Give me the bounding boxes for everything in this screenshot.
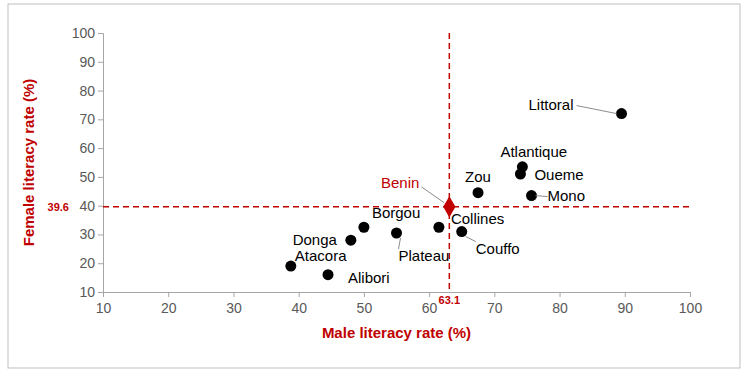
x-tick-label: 40 (291, 300, 307, 316)
x-axis-line (104, 293, 691, 298)
y-axis: 10 20 30 40 50 60 70 80 90 100 (72, 25, 104, 300)
x-tick-mark (625, 292, 626, 297)
y-tick-mark (98, 33, 103, 34)
x-axis: 10 20 30 40 50 60 70 80 90 100 (96, 292, 703, 316)
y-tick: 90 (79, 54, 103, 70)
point-label: Oueme (534, 166, 583, 183)
x-tick-mark (690, 292, 691, 297)
point (345, 235, 356, 246)
point-label: Littoral (528, 96, 573, 113)
y-tick-label: 70 (79, 111, 95, 127)
y-tick-label: 90 (79, 54, 95, 70)
x-tick-label: 30 (226, 300, 242, 316)
y-tick: 10 (79, 284, 103, 300)
chart: 1020304050607080901001020304050607080901… (0, 0, 750, 376)
x-tick: 50 (357, 292, 373, 316)
chart-frame (8, 4, 740, 368)
y-axis-title: Female literacy rate (%) (20, 79, 37, 247)
x-tick-label: 80 (552, 300, 568, 316)
x-tick-mark (364, 292, 365, 297)
y-tick: 40 (79, 198, 103, 214)
y-tick-label: 20 (79, 255, 95, 271)
x-axis-title: Male literacy rate (%) (322, 324, 471, 341)
leader-line (466, 237, 476, 242)
reference-x-label: 63.1 (439, 294, 460, 306)
x-tick-mark (233, 292, 234, 297)
x-tick-label: 60 (422, 300, 438, 316)
x-tick: 60 (422, 292, 438, 316)
x-tick-label: 70 (487, 300, 503, 316)
x-tick: 30 (226, 292, 242, 316)
leader-line (577, 106, 617, 114)
x-tick-mark (429, 292, 430, 297)
y-tick-mark (98, 91, 103, 92)
x-tick: 10 (96, 292, 112, 316)
plot: 1020304050607080901001020304050607080901… (72, 25, 703, 316)
reference-label: Benin (381, 174, 419, 191)
point (473, 187, 484, 198)
y-tick-mark (98, 234, 103, 235)
x-tick-label: 100 (679, 300, 703, 316)
x-tick: 70 (487, 292, 503, 316)
x-tick-mark (494, 292, 495, 297)
point-label: Alibori (348, 269, 390, 286)
y-tick-mark (98, 177, 103, 178)
y-tick-label: 30 (79, 226, 95, 242)
y-tick-mark (98, 206, 103, 207)
point-label: Zou (465, 168, 491, 185)
point (433, 222, 444, 233)
x-tick: 40 (291, 292, 307, 316)
y-tick-label: 60 (79, 140, 95, 156)
y-axis-line (98, 34, 104, 293)
y-tick: 80 (79, 83, 103, 99)
x-tick-mark (168, 292, 169, 297)
y-tick: 20 (79, 255, 103, 271)
point (456, 226, 467, 237)
labels: Littoral Atlantique Oueme Mono Zou Collines Co… (293, 96, 617, 286)
y-tick-mark (98, 263, 103, 264)
y-tick: 50 (79, 169, 103, 185)
x-tick-label: 50 (357, 300, 373, 316)
reference-y-label: 39.6 (48, 201, 69, 213)
y-tick-mark (98, 62, 103, 63)
point-label: Donga (293, 231, 338, 248)
point (526, 190, 537, 201)
point (616, 108, 627, 119)
point-label: Mono (548, 187, 586, 204)
y-tick-label: 100 (72, 25, 96, 41)
y-tick-label: 50 (79, 169, 95, 185)
y-tick: 100 (72, 25, 103, 41)
y-tick-mark (98, 119, 103, 120)
y-tick-label: 80 (79, 83, 95, 99)
point (391, 228, 402, 239)
y-tick-label: 40 (79, 198, 95, 214)
point-label: Couffo (476, 240, 520, 257)
x-tick-label: 10 (96, 300, 112, 316)
point-label: Borgou (372, 204, 420, 221)
point-label: Plateau (399, 247, 450, 264)
point (358, 222, 369, 233)
x-tick: 80 (552, 292, 568, 316)
marks (103, 33, 690, 292)
point-label: Atacora (295, 247, 347, 264)
x-tick-label: 90 (617, 300, 633, 316)
y-tick-label: 10 (79, 284, 95, 300)
y-tick: 70 (79, 111, 103, 127)
x-tick-label: 20 (161, 300, 177, 316)
x-tick-mark (299, 292, 300, 297)
x-tick: 100 (679, 292, 703, 316)
x-tick: 90 (617, 292, 633, 316)
point-label: Atlantique (500, 143, 567, 160)
leader-line (421, 187, 444, 203)
x-tick: 20 (161, 292, 177, 316)
x-tick-mark (560, 292, 561, 297)
y-tick: 60 (79, 140, 103, 156)
point (515, 169, 526, 180)
leader-line (536, 196, 548, 197)
y-tick: 30 (79, 226, 103, 242)
y-tick-mark (98, 292, 103, 293)
point (323, 269, 334, 280)
point-label: Collines (451, 210, 504, 227)
y-tick-mark (98, 148, 103, 149)
